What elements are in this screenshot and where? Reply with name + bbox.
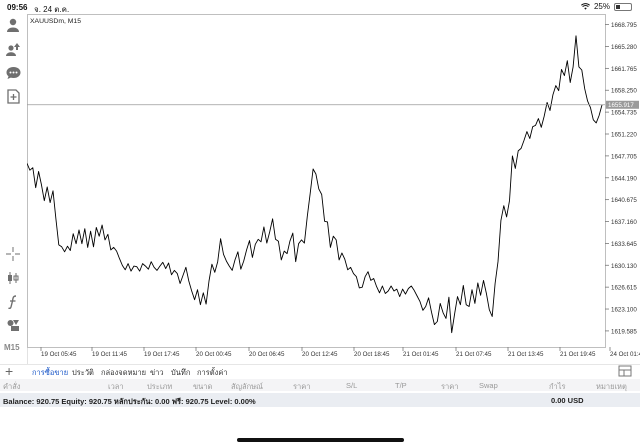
col-comment[interactable]: หมายเหตุ — [596, 382, 627, 391]
tab-settings[interactable]: การตั้งค่า — [197, 368, 228, 377]
terminal-tabs: + การซื้อขาย ประวัติ กล่องจดหมาย ข่าว บั… — [0, 363, 640, 382]
col-profit[interactable]: กำไร — [549, 382, 566, 391]
total-profit: 0.00 USD — [551, 396, 584, 405]
plot-area — [27, 14, 606, 348]
chart-title: XAUUSDm, M15 — [30, 18, 81, 25]
x-tick-label: 19 Oct 11:45 — [92, 351, 128, 357]
price-line — [27, 35, 603, 334]
y-tick-label: 1630.130 — [611, 263, 637, 270]
tab-journal[interactable]: บันทึก — [171, 368, 191, 377]
y-tick-label: 1644.190 — [611, 175, 637, 182]
y-tick-label: 1619.585 — [611, 328, 637, 335]
trader-icon[interactable] — [5, 17, 21, 33]
balance-summary: Balance: 920.75 Equity: 920.75 หลักประกั… — [3, 397, 256, 406]
function-icon[interactable] — [5, 294, 21, 310]
col-time[interactable]: เวลา — [108, 382, 124, 391]
tab-news[interactable]: ข่าว — [150, 368, 164, 377]
tab-trade[interactable]: การซื้อขาย — [32, 368, 69, 382]
y-tick-label: 1654.735 — [611, 110, 637, 117]
x-tick-label: 19 Oct 05:45 — [41, 351, 77, 357]
y-tick-label: 1623.100 — [611, 307, 637, 314]
x-tick-label: 20 Oct 12:45 — [302, 351, 338, 357]
x-tick-label: 21 Oct 13:45 — [508, 351, 544, 357]
tab-history[interactable]: ประวัติ — [72, 368, 94, 377]
tab-mailbox[interactable]: กล่องจดหมาย — [101, 368, 147, 377]
x-tick-label: 20 Oct 18:45 — [354, 351, 390, 357]
y-tick-label: 1640.675 — [611, 197, 637, 204]
y-tick-label: 1633.645 — [611, 241, 637, 248]
x-tick-label: 24 Oct 01:45 — [610, 351, 640, 357]
y-tick-label: 1651.220 — [611, 132, 637, 139]
candlestick-icon[interactable] — [5, 270, 21, 286]
col-symbol[interactable]: สัญลักษณ์ — [231, 382, 264, 391]
col-type[interactable]: ประเภท — [147, 382, 173, 391]
price-chart[interactable]: 1668.795 1665.280 1661.765 1658.250 1654.735… — [27, 14, 640, 357]
balance-row: Balance: 920.75 Equity: 920.75 หลักประกั… — [0, 393, 640, 407]
orders-table-header: คำสั่ง เวลา ประเภท ขนาด สัญลักษณ์ ราคา S… — [0, 379, 640, 391]
user-upload-icon[interactable] — [5, 41, 21, 57]
left-toolbar: M15 — [0, 14, 28, 364]
chart-canvas[interactable]: 1668.795 1665.280 1661.765 1658.250 1654.735… — [27, 14, 640, 357]
col-order[interactable]: คำสั่ง — [3, 382, 21, 391]
col-price[interactable]: ราคา — [293, 382, 311, 391]
objects-icon[interactable] — [5, 317, 21, 333]
battery-fill — [616, 4, 620, 9]
y-tick-label: 1626.615 — [611, 285, 637, 292]
current-price-label: 1655.917 — [608, 102, 634, 109]
y-tick-label: 1665.280 — [611, 44, 637, 51]
x-tick-label: 19 Oct 17:45 — [144, 351, 180, 357]
y-tick-label: 1668.795 — [611, 22, 637, 29]
col-tp[interactable]: T/P — [395, 381, 407, 390]
x-tick-label: 21 Oct 07:45 — [456, 351, 492, 357]
home-indicator[interactable] — [237, 438, 404, 442]
y-tick-label: 1661.765 — [611, 66, 637, 73]
crosshair-icon[interactable] — [5, 246, 21, 262]
current-price-badge — [606, 100, 639, 109]
chat-icon[interactable] — [5, 65, 21, 81]
x-tick-label: 21 Oct 01:45 — [403, 351, 439, 357]
col-sl[interactable]: S/L — [346, 381, 358, 390]
news-icon[interactable] — [5, 88, 21, 104]
battery-icon — [614, 2, 632, 11]
wifi-icon — [581, 3, 590, 10]
col-size[interactable]: ขนาด — [193, 382, 213, 391]
y-tick-label: 1658.250 — [611, 88, 637, 95]
battery-percent: 25% — [593, 2, 610, 11]
y-tick-label: 1637.160 — [611, 219, 637, 226]
date-label: จ. 24 ต.ค. — [34, 5, 70, 14]
col-current-price[interactable]: ราคา — [441, 382, 459, 391]
x-tick-label: 20 Oct 06:45 — [249, 351, 285, 357]
col-swap[interactable]: Swap — [479, 381, 498, 390]
x-tick-label: 20 Oct 00:45 — [196, 351, 232, 357]
x-tick-label: 21 Oct 19:45 — [560, 351, 596, 357]
y-tick-label: 1647.705 — [611, 153, 637, 160]
clock: 09:56 — [7, 3, 28, 12]
add-icon[interactable]: + — [5, 363, 14, 379]
status-bar: 09:56 จ. 24 ต.ค. 25% — [0, 0, 640, 14]
panel-layout-icon[interactable] — [618, 365, 632, 377]
timeframe-label[interactable]: M15 — [4, 343, 20, 352]
